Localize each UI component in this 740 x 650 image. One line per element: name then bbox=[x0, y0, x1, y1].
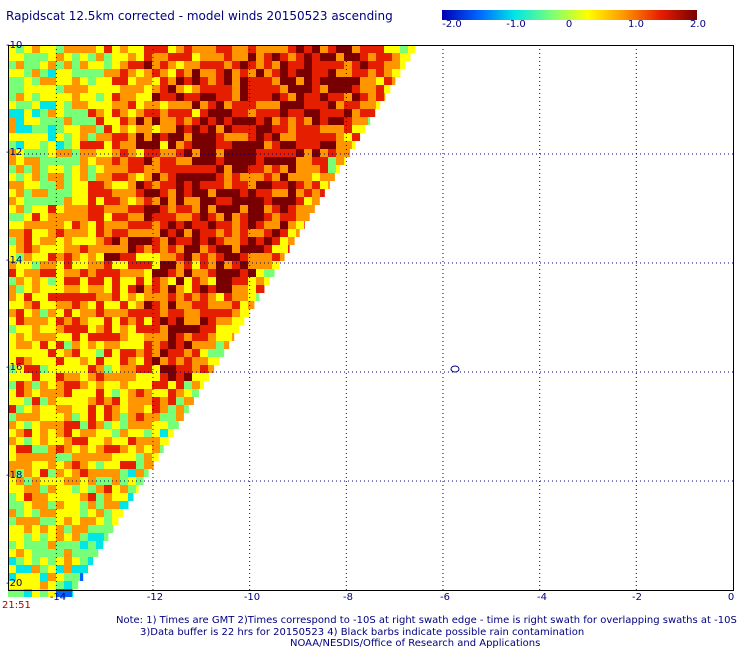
colorbar-label-neg1: -1.0 bbox=[506, 19, 526, 30]
colorbar-label-max: 2.0 bbox=[690, 19, 706, 30]
colorbar-label-pos1: 1.0 bbox=[628, 19, 644, 30]
lon-label-14: -14 bbox=[49, 592, 67, 603]
colorbar-label-min: -2.0 bbox=[442, 19, 462, 30]
zero-contour bbox=[450, 365, 460, 373]
map-title: Rapidscat 12.5km corrected - model winds… bbox=[6, 9, 393, 23]
map-frame bbox=[8, 45, 734, 591]
lon-label-2: -2 bbox=[632, 592, 642, 603]
pass-time: 21:51 bbox=[2, 600, 31, 611]
lat-label-20: -20 bbox=[6, 578, 23, 589]
wind-difference-swath bbox=[8, 45, 416, 597]
lat-label-14: -14 bbox=[6, 255, 23, 266]
lon-label-12: -12 bbox=[146, 592, 164, 603]
lon-label-0: 0 bbox=[727, 592, 735, 603]
colorbar bbox=[442, 10, 697, 20]
lon-label-8: -8 bbox=[343, 592, 353, 603]
lat-label-10: -10 bbox=[6, 40, 23, 51]
lon-label-6: -6 bbox=[440, 592, 450, 603]
lat-label-12: -12 bbox=[6, 147, 23, 158]
note-line-1: Note: 1) Times are GMT 2)Times correspon… bbox=[116, 615, 737, 626]
note-line-2: 3)Data buffer is 22 hrs for 20150523 4) … bbox=[140, 627, 585, 638]
graticule bbox=[8, 45, 733, 590]
colorbar-label-zero: 0 bbox=[565, 19, 573, 30]
note-line-3: NOAA/NESDIS/Office of Research and Appli… bbox=[290, 638, 541, 649]
lat-label-16: -16 bbox=[6, 362, 23, 373]
lon-label-10: -10 bbox=[243, 592, 261, 603]
lat-label-18: -18 bbox=[6, 470, 23, 481]
lon-label-4: -4 bbox=[537, 592, 547, 603]
